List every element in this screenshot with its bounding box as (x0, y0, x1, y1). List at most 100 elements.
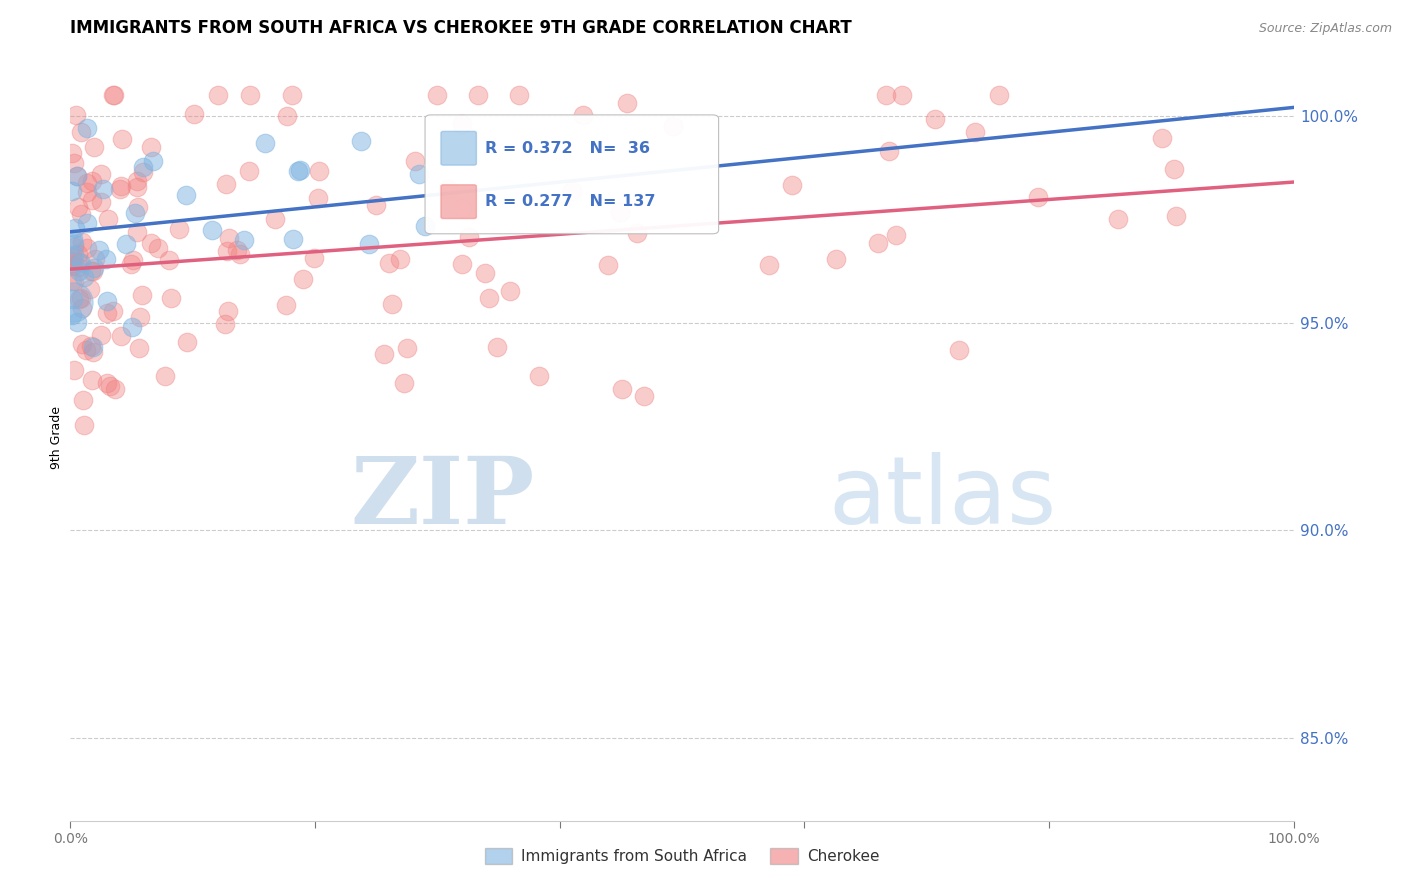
Point (174, 188, 197, 202)
Point (508, 87, 530, 102)
Point (73, 418, 96, 433)
Point (96, 306, 118, 320)
Point (965, 125, 987, 139)
Point (598, 258, 620, 272)
Point (373, 347, 395, 361)
Point (467, 87, 489, 102)
Point (103, 87, 125, 102)
Point (609, 204, 631, 219)
Point (948, 343, 970, 358)
Point (66, 246, 89, 260)
Point (63, 240, 86, 254)
Point (825, 252, 848, 266)
Point (1163, 162, 1185, 177)
Point (304, 251, 326, 265)
Text: Source: ZipAtlas.com: Source: ZipAtlas.com (1258, 22, 1392, 36)
Point (408, 168, 430, 182)
Point (485, 340, 508, 354)
Point (80, 193, 103, 207)
Point (122, 252, 145, 267)
Point (83, 139, 105, 153)
Point (364, 198, 387, 212)
Point (110, 179, 132, 194)
Point (281, 87, 304, 102)
Point (891, 87, 914, 102)
Point (76, 185, 98, 199)
Point (110, 329, 132, 343)
Point (90, 168, 112, 182)
Point (229, 247, 252, 261)
Point (633, 388, 655, 402)
Point (97, 212, 120, 227)
Point (73, 270, 96, 285)
Point (76, 176, 98, 190)
Point (218, 231, 240, 245)
Point (404, 153, 426, 168)
Point (103, 87, 125, 102)
Point (82, 373, 104, 387)
Point (82, 340, 104, 354)
Point (63, 156, 86, 170)
Point (139, 140, 162, 154)
Point (75, 343, 97, 357)
Point (1164, 209, 1187, 223)
Point (176, 334, 198, 349)
Point (127, 225, 149, 239)
Point (877, 145, 900, 159)
Point (146, 241, 169, 255)
Point (451, 202, 474, 216)
Point (60, 252, 83, 266)
Point (65, 169, 87, 183)
Point (125, 174, 148, 188)
Point (124, 206, 146, 220)
Point (69, 256, 91, 270)
Point (67, 255, 90, 269)
Point (60, 259, 83, 273)
Point (215, 177, 238, 191)
Point (616, 95, 638, 110)
Text: IMMIGRANTS FROM SOUTH AFRICA VS CHEROKEE 9TH GRADE CORRELATION CHART: IMMIGRANTS FROM SOUTH AFRICA VS CHEROKEE… (70, 19, 852, 37)
Point (392, 376, 415, 390)
Point (63, 220, 86, 235)
Point (626, 226, 648, 240)
Point (281, 232, 304, 246)
Point (128, 341, 150, 355)
Point (226, 244, 249, 258)
Point (217, 244, 239, 258)
Text: ZIP: ZIP (352, 453, 536, 543)
Point (67, 260, 90, 274)
Point (458, 230, 481, 244)
Point (233, 233, 256, 247)
Point (63, 363, 86, 377)
Point (238, 87, 260, 102)
Point (924, 112, 946, 126)
Point (474, 266, 496, 280)
Point (1152, 131, 1174, 145)
Point (63, 237, 86, 252)
Point (437, 182, 460, 196)
Y-axis label: 9th Grade: 9th Grade (51, 406, 63, 468)
Point (451, 117, 474, 131)
Point (76, 241, 98, 255)
Point (90, 327, 112, 342)
Point (169, 222, 191, 236)
Point (396, 341, 419, 355)
Point (612, 382, 634, 396)
Point (527, 368, 550, 383)
Point (70, 235, 93, 249)
Point (572, 108, 595, 122)
Point (69, 125, 91, 139)
FancyBboxPatch shape (441, 185, 477, 219)
Point (127, 200, 149, 214)
Point (1107, 211, 1129, 226)
Point (561, 184, 583, 198)
Point (350, 134, 373, 148)
FancyBboxPatch shape (441, 131, 477, 165)
Point (76, 216, 98, 230)
Text: R = 0.372   N=  36: R = 0.372 N= 36 (485, 141, 650, 156)
Point (132, 165, 155, 179)
Point (82, 345, 104, 359)
Point (450, 257, 472, 271)
Point (90, 195, 112, 210)
Point (131, 287, 153, 301)
